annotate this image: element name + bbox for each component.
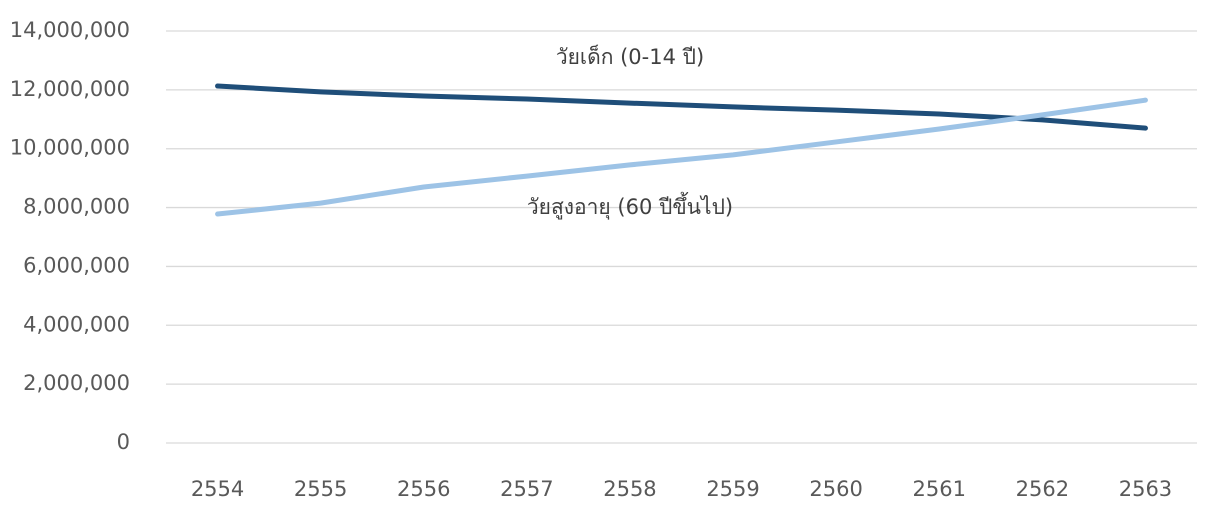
y-tick-label: 2,000,000 <box>23 371 130 395</box>
y-tick-label: 0 <box>117 430 130 454</box>
x-tick-label: 2559 <box>706 477 759 501</box>
series-line <box>215 83 1148 131</box>
y-tick-label: 10,000,000 <box>10 136 130 160</box>
y-tick-label: 8,000,000 <box>23 195 130 219</box>
x-tick-label: 2555 <box>294 477 347 501</box>
x-tick-label: 2558 <box>603 477 656 501</box>
x-tick-label: 2563 <box>1119 477 1172 501</box>
y-tick-label: 6,000,000 <box>23 253 130 277</box>
y-tick-label: 14,000,000 <box>10 18 130 42</box>
x-tick-label: 2561 <box>913 477 966 501</box>
y-tick-label: 12,000,000 <box>10 77 130 101</box>
x-tick-label: 2556 <box>397 477 450 501</box>
x-tick-label: 2554 <box>191 477 244 501</box>
x-tick-label: 2562 <box>1016 477 1069 501</box>
series-label: วัยเด็ก (0-14 ปี) <box>556 43 704 69</box>
series-label: วัยสูงอายุ (60 ปีขึ้นไป) <box>527 192 733 220</box>
y-tick-label: 4,000,000 <box>23 312 130 336</box>
x-tick-label: 2557 <box>500 477 553 501</box>
series-line <box>215 97 1148 217</box>
x-tick-label: 2560 <box>809 477 862 501</box>
